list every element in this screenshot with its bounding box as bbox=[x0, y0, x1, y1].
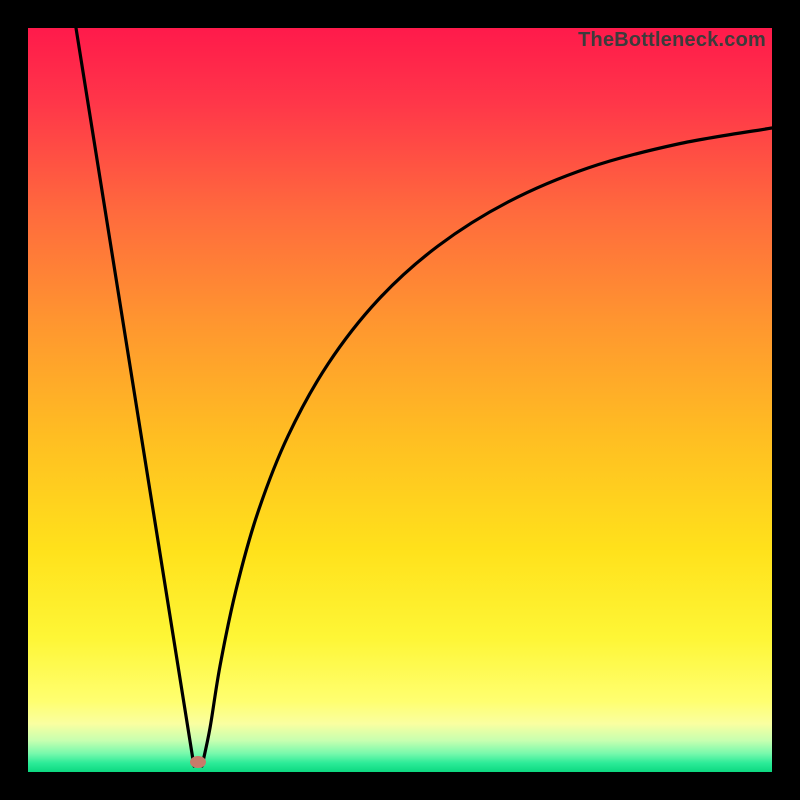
curve-left-segment bbox=[76, 28, 194, 766]
curve-right-segment bbox=[202, 128, 772, 766]
watermark-text: TheBottleneck.com bbox=[578, 29, 766, 52]
chart-outer-frame: TheBottleneck.com bbox=[0, 0, 800, 800]
chart-curve-layer bbox=[28, 28, 772, 772]
minimum-marker bbox=[190, 756, 206, 768]
chart-plot-area: TheBottleneck.com bbox=[28, 28, 772, 772]
